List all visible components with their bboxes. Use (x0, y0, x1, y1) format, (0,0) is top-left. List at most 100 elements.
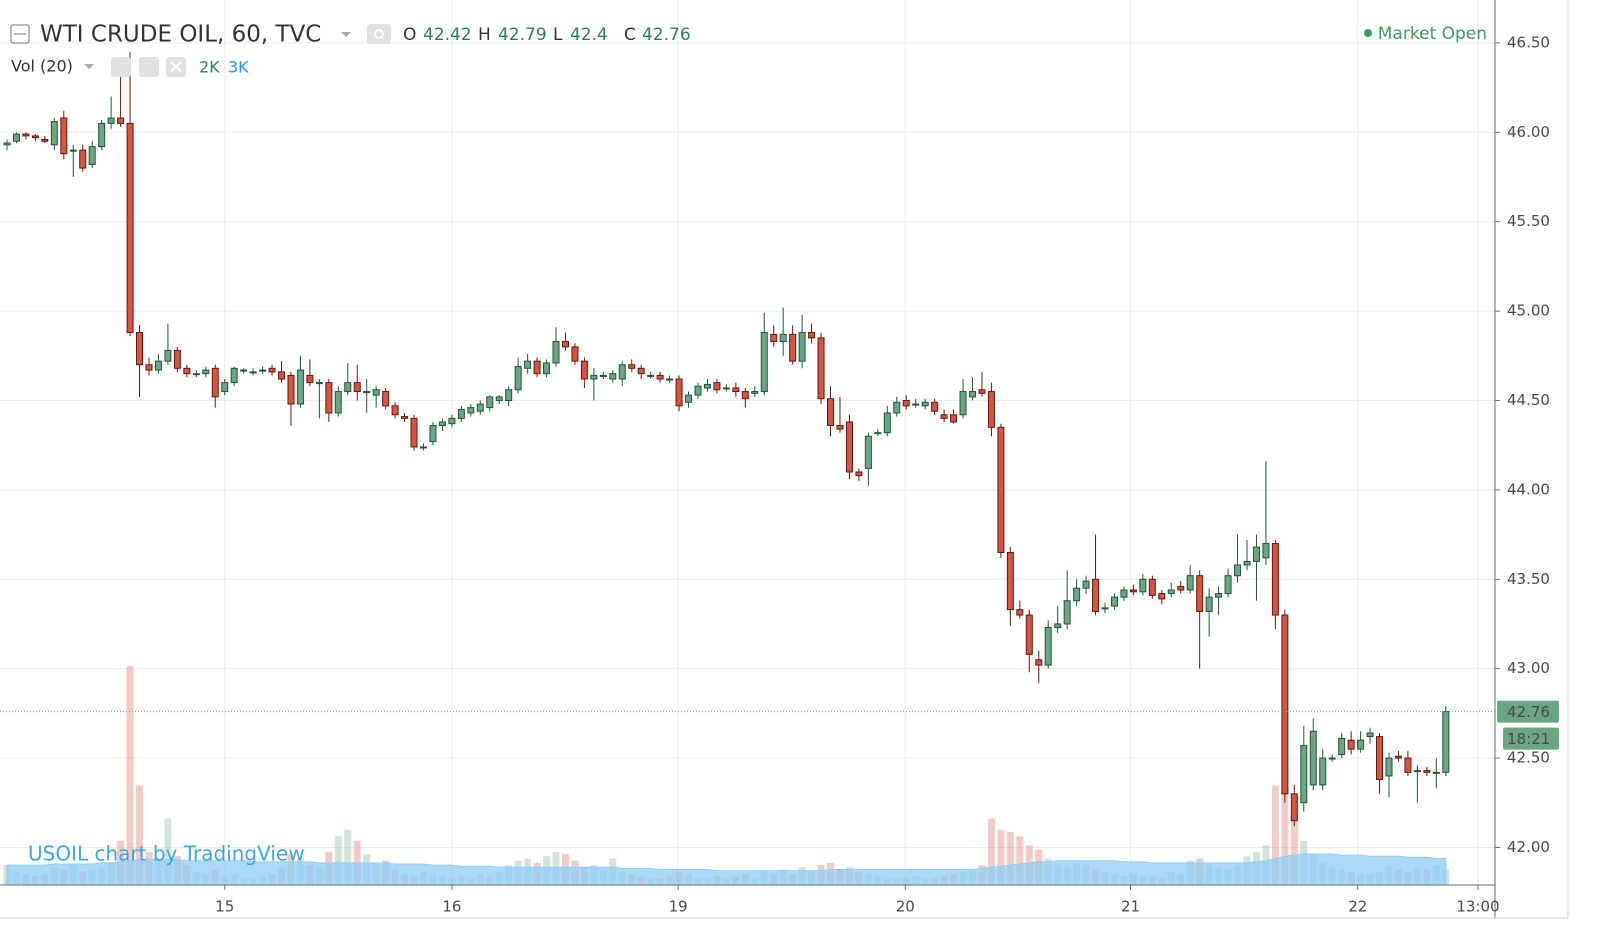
candle-body (278, 371, 286, 380)
candle-body (88, 146, 96, 165)
candle-body (845, 421, 853, 473)
candle-body (827, 398, 835, 427)
candle-body (1423, 770, 1431, 773)
candle-body (1357, 739, 1365, 750)
candle-body (136, 332, 144, 366)
visibility-button[interactable] (367, 24, 391, 44)
candle-body (1082, 580, 1090, 589)
candle-body (1120, 589, 1128, 598)
candle-body (1129, 589, 1137, 593)
candle-body (628, 364, 636, 369)
candle-body (912, 403, 920, 406)
candle-body (22, 133, 30, 137)
candle-body (31, 135, 39, 139)
candle-body (145, 364, 153, 371)
candle-body (580, 360, 588, 380)
candle-body (287, 374, 295, 405)
candle-body (259, 369, 267, 372)
ohlc-label: C (624, 25, 636, 45)
volume-value: 2K (199, 58, 220, 77)
candle-body (410, 417, 418, 448)
grid (0, 0, 1495, 885)
ohlc-label: L (553, 25, 563, 45)
candle-body (1186, 575, 1194, 591)
candle-body (211, 367, 219, 398)
candle-body (997, 426, 1005, 553)
candle-body (599, 374, 607, 377)
candle-body (637, 367, 645, 375)
candle-body (883, 412, 891, 434)
x-tick-label: 22 (1348, 898, 1367, 916)
volume-bar (1290, 814, 1298, 885)
candle-body (675, 378, 683, 407)
candle-body (770, 333, 778, 342)
candle-body (836, 425, 844, 430)
settings-button[interactable] (139, 57, 159, 77)
collapse-button[interactable] (10, 24, 30, 44)
x-tick-label: 15 (215, 898, 234, 916)
candle-body (817, 337, 825, 400)
candle-body (1319, 757, 1327, 786)
candle-body (1006, 551, 1014, 611)
axes: 42.00 42.50 43.00 43.50 44.00 44.50 45.00 45.50… (215, 33, 1559, 916)
dropdown-caret[interactable] (341, 32, 351, 37)
volume-title: Vol (20) (11, 57, 73, 76)
volume-bar (1016, 836, 1024, 885)
y-tick-label: 42.50 (1507, 749, 1550, 767)
x-tick-label: 21 (1121, 898, 1140, 916)
candle-body (202, 369, 210, 375)
ohlc-value: 42.4 (570, 25, 608, 45)
ohlc-legend: O 42.42 H 42.79 L 42.4 C 42.76 (403, 25, 691, 45)
candle-body (1328, 757, 1336, 760)
candle-body (221, 382, 229, 393)
candle-body (543, 362, 551, 375)
candle-body (1432, 771, 1440, 774)
candle-body (874, 432, 882, 435)
candle-body (987, 391, 995, 428)
candle-body (1148, 578, 1156, 596)
candle-body (382, 391, 390, 407)
y-tick-label: 46.50 (1507, 33, 1550, 51)
countdown-box (1503, 727, 1559, 750)
volume-bar (987, 818, 995, 885)
candle-body (1224, 575, 1232, 595)
candle-body (1139, 578, 1147, 593)
candle-body (751, 391, 759, 394)
candle-body (864, 435, 872, 469)
candle-body (760, 332, 768, 393)
candle-body (164, 349, 172, 362)
candle-body (1092, 578, 1100, 612)
y-tick-label: 45.50 (1507, 212, 1550, 230)
candle-body (722, 387, 730, 390)
candle-body (183, 367, 191, 375)
candle-body (808, 332, 816, 339)
y-tick-label: 46.00 (1507, 123, 1550, 141)
candle-body (1177, 585, 1185, 591)
candle-body (1016, 609, 1024, 616)
watermark[interactable]: USOIL chart by TradingView (28, 842, 305, 866)
remove-icon (170, 61, 182, 73)
candle-body (429, 425, 437, 443)
candle-body (476, 403, 484, 412)
symbol-title: WTI CRUDE OIL, 60, TVC (40, 22, 321, 48)
candle-body (1290, 793, 1298, 822)
candle-body (154, 360, 162, 371)
dropdown-caret[interactable] (84, 64, 94, 69)
candle-body (1044, 627, 1052, 666)
candle-body (486, 396, 494, 409)
candle-body (419, 446, 427, 449)
candle-body (931, 401, 939, 412)
candle-body (618, 364, 626, 380)
candle-body (561, 340, 569, 348)
candle-body (249, 371, 257, 374)
x-tick-label: 19 (669, 898, 688, 916)
status-dot (1364, 29, 1372, 37)
candle-body (855, 471, 863, 477)
candle-body (296, 369, 304, 405)
candle-body (1234, 564, 1242, 577)
candle-body (3, 142, 11, 146)
candle-body (571, 346, 579, 362)
candle-body (893, 401, 901, 414)
candle-body (1442, 711, 1450, 773)
visibility-button[interactable] (111, 57, 131, 77)
